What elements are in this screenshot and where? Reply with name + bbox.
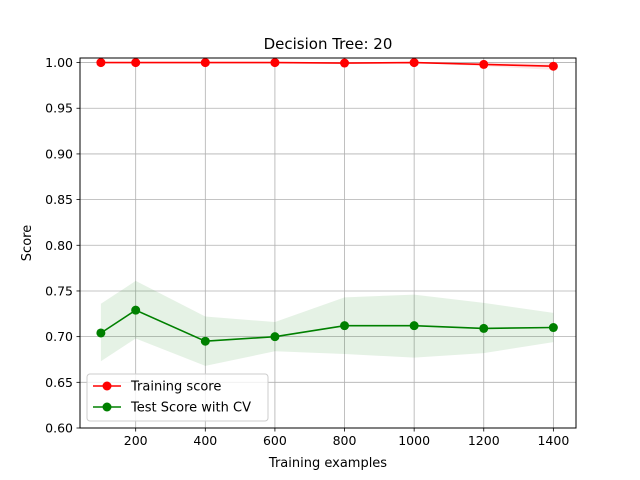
x-axis-label: Training examples — [268, 456, 387, 471]
test-score-point — [201, 337, 210, 346]
x-tick-label: 600 — [263, 433, 287, 448]
training-legend-label: Training score — [130, 380, 221, 395]
test-score-point — [96, 328, 105, 337]
training-score-point — [410, 58, 419, 67]
y-axis-label: Score — [20, 225, 35, 261]
test-legend-marker — [103, 403, 112, 412]
y-tick-label: 0.65 — [45, 375, 73, 390]
test-score-point — [410, 321, 419, 330]
x-tick-label: 400 — [193, 433, 217, 448]
training-score-point — [340, 59, 349, 68]
training-score-point — [131, 58, 140, 67]
y-tick-label: 0.75 — [45, 283, 73, 298]
x-tick-label: 200 — [124, 433, 148, 448]
y-tick-label: 0.95 — [45, 101, 73, 116]
y-tick-label: 0.60 — [45, 421, 73, 436]
training-score-point — [96, 58, 105, 67]
y-tick-label: 0.85 — [45, 192, 73, 207]
test-score-point — [479, 324, 488, 333]
x-tick-label: 1400 — [537, 433, 569, 448]
y-tick-label: 0.90 — [45, 146, 73, 161]
training-score-point — [270, 58, 279, 67]
x-tick-label: 1000 — [398, 433, 430, 448]
x-tick-label: 1200 — [468, 433, 500, 448]
training-score-point — [201, 58, 210, 67]
y-tick-label: 0.70 — [45, 329, 73, 344]
training-score-point — [479, 60, 488, 69]
test-score-point — [549, 323, 558, 332]
x-tick-label: 800 — [333, 433, 357, 448]
test-score-point — [340, 321, 349, 330]
legend: Training score Test Score with CV — [87, 374, 268, 421]
training-score-point — [549, 62, 558, 71]
y-tick-label: 1.00 — [45, 55, 73, 70]
test-score-point — [270, 332, 279, 341]
chart-title: Decision Tree: 20 — [264, 35, 393, 53]
y-tick-label: 0.80 — [45, 238, 73, 253]
test-score-point — [131, 306, 140, 315]
training-legend-marker — [103, 382, 112, 391]
test-legend-label: Test Score with CV — [130, 401, 251, 416]
